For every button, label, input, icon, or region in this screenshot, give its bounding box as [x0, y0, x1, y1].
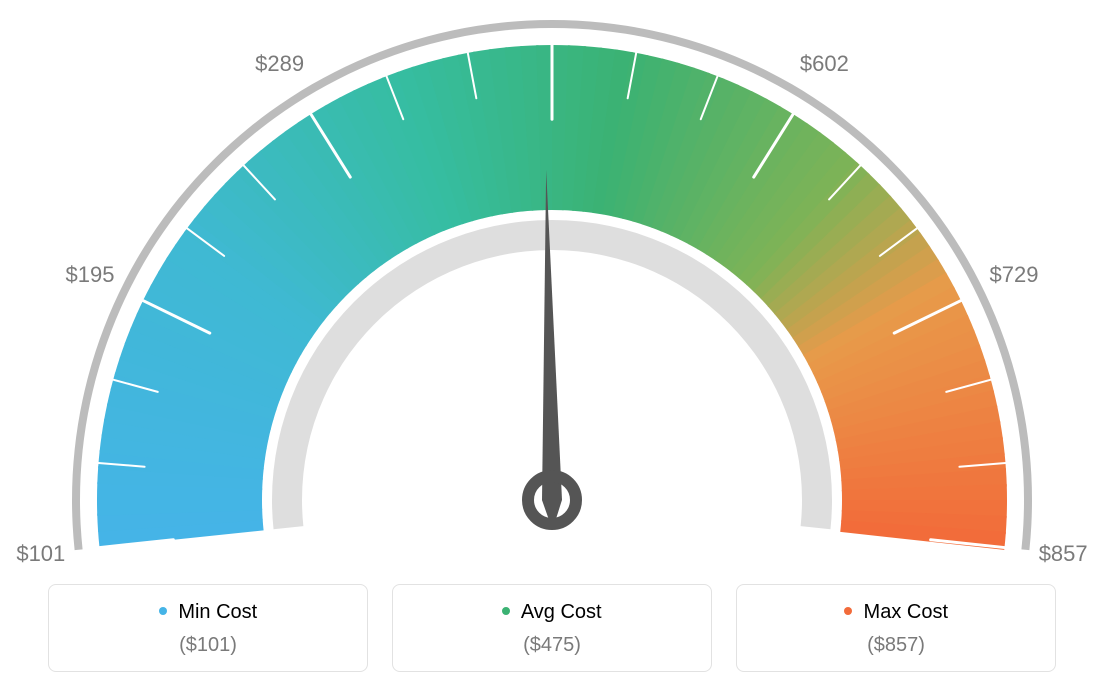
legend-value-max: ($857) [747, 634, 1045, 657]
legend-title-avg: Avg Cost [403, 601, 701, 624]
gauge-tick-label: $101 [16, 541, 65, 567]
legend-card-min: Min Cost ($101) [48, 584, 368, 672]
legend-card-max: Max Cost ($857) [736, 584, 1056, 672]
legend-label-min: Min Cost [178, 601, 257, 623]
gauge-svg [0, 0, 1104, 560]
legend-title-min: Min Cost [59, 601, 357, 624]
gauge-area: $101$195$289$475$602$729$857 [0, 0, 1104, 560]
legend-dot-max [844, 607, 852, 615]
gauge-tick-label: $289 [255, 51, 304, 77]
gauge-tick-label: $857 [1039, 541, 1088, 567]
legend-title-max: Max Cost [747, 601, 1045, 624]
legend-dot-min [159, 607, 167, 615]
legend-value-avg: ($475) [403, 634, 701, 657]
legend-label-avg: Avg Cost [521, 601, 602, 623]
legend-dot-avg [502, 607, 510, 615]
gauge-tick-label: $602 [800, 51, 849, 77]
gauge-tick-label: $729 [989, 262, 1038, 288]
legend-card-avg: Avg Cost ($475) [392, 584, 712, 672]
cost-gauge-container: $101$195$289$475$602$729$857 Min Cost ($… [0, 0, 1104, 690]
legend-value-min: ($101) [59, 634, 357, 657]
legend-label-max: Max Cost [864, 601, 948, 623]
legend-row: Min Cost ($101) Avg Cost ($475) Max Cost… [0, 584, 1104, 672]
gauge-tick-label: $195 [66, 262, 115, 288]
